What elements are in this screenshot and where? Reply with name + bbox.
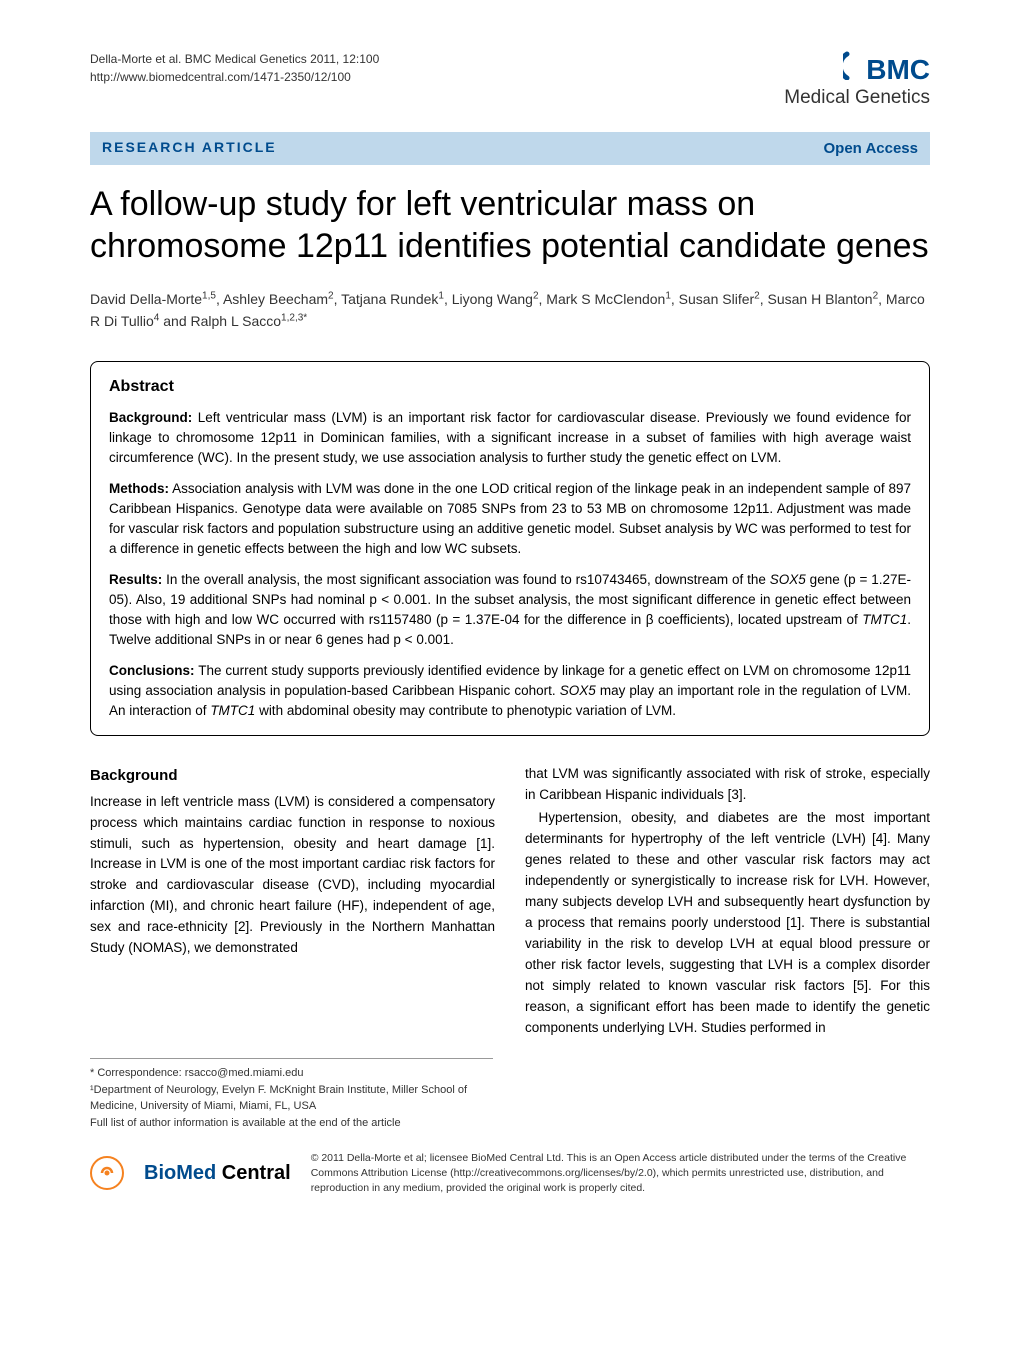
footnotes-block: * Correspondence: rsacco@med.miami.edu ¹… [90,1058,493,1131]
column-left: Background Increase in left ventricle ma… [90,764,495,1038]
journal-logo-block: BMC Medical Genetics [784,50,930,112]
license-text: © 2011 Della-Morte et al; licensee BioMe… [311,1151,930,1195]
conclusions-text-3: with abdominal obesity may contribute to… [255,703,676,718]
abstract-background: Background: Left ventricular mass (LVM) … [109,408,911,469]
methods-label: Methods: [109,481,169,496]
abstract-conclusions: Conclusions: The current study supports … [109,661,911,722]
open-access-icon [90,1156,124,1190]
footer-row: BioMed Central © 2011 Della-Morte et al;… [90,1151,930,1195]
col2-paragraph-2: Hypertension, obesity, and diabetes are … [525,808,930,1038]
correspondence-line: * Correspondence: rsacco@med.miami.edu [90,1065,493,1082]
conclusions-label: Conclusions: [109,663,195,678]
results-text-1: In the overall analysis, the most signif… [162,572,770,587]
gene-sox5: SOX5 [770,572,806,587]
background-label: Background: [109,410,192,425]
article-title: A follow-up study for left ventricular m… [90,183,930,268]
body-columns: Background Increase in left ventricle ma… [90,764,930,1038]
col2-paragraph-1: that LVM was significantly associated wi… [525,764,930,806]
abstract-heading: Abstract [109,376,911,398]
gene-tmtc1: TMTC1 [862,612,907,627]
abstract-results: Results: In the overall analysis, the mo… [109,570,911,651]
journal-name: Medical Genetics [784,85,930,112]
gene-sox5-c: SOX5 [560,683,596,698]
background-text: Left ventricular mass (LVM) is an import… [109,410,911,466]
gene-tmtc1-c: TMTC1 [210,703,255,718]
bmc-arc-icon [843,50,865,80]
author-info-line: Full list of author information is avail… [90,1115,493,1132]
column-right: that LVM was significantly associated wi… [525,764,930,1038]
author-list: David Della-Morte1,5, Ashley Beecham2, T… [90,288,930,333]
biomed-text: BioMed Central [144,1159,291,1187]
abstract-box: Abstract Background: Left ventricular ma… [90,361,930,737]
bmc-logo: BMC [843,50,930,89]
article-type-bar: RESEARCH ARTICLE Open Access [90,132,930,165]
affiliation-line: ¹Department of Neurology, Evelyn F. McKn… [90,1082,493,1115]
article-type-label: RESEARCH ARTICLE [102,138,277,158]
results-label: Results: [109,572,162,587]
citation-block: Della-Morte et al. BMC Medical Genetics … [90,50,379,86]
abstract-methods: Methods: Association analysis with LVM w… [109,479,911,560]
background-heading: Background [90,764,495,787]
citation-url: http://www.biomedcentral.com/1471-2350/1… [90,68,379,86]
col1-paragraph: Increase in left ventricle mass (LVM) is… [90,792,495,959]
open-access-label: Open Access [824,138,919,159]
biomed-central-logo: BioMed Central [144,1159,291,1187]
citation-line: Della-Morte et al. BMC Medical Genetics … [90,50,379,68]
page-header: Della-Morte et al. BMC Medical Genetics … [90,50,930,112]
methods-text: Association analysis with LVM was done i… [109,481,911,557]
bmc-text: BMC [866,54,930,85]
